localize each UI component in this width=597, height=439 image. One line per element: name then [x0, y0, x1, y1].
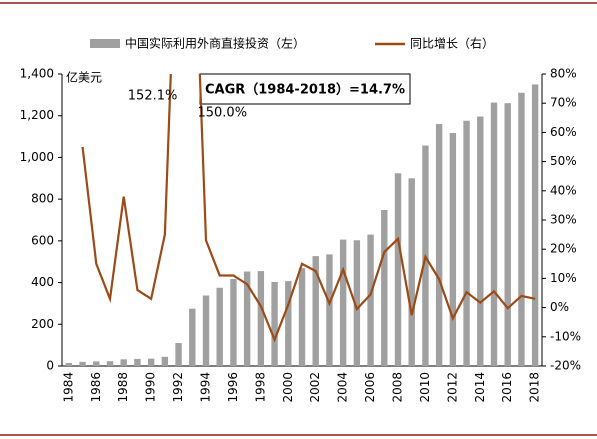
y-tick-label: 1,000 [20, 150, 54, 164]
bar [408, 178, 415, 366]
bar [65, 363, 73, 366]
bar [504, 103, 511, 366]
bar [271, 281, 278, 366]
x-tick-label: 2012 [445, 372, 459, 403]
y2-tick-label: -10% [550, 329, 581, 343]
y-tick-label: 600 [31, 233, 54, 247]
x-tick-label: 1990 [144, 372, 158, 403]
bar [230, 279, 237, 366]
y-axis-unit: 亿美元 [66, 70, 102, 85]
x-tick-label: 2006 [363, 372, 377, 403]
bar [394, 173, 402, 366]
y2-tick-label: 30% [550, 213, 577, 227]
x-tick-label: 2010 [418, 372, 432, 403]
bar [257, 271, 265, 366]
x-tick-label: 1992 [171, 372, 185, 403]
bar [312, 256, 319, 366]
x-tick-label: 2004 [336, 372, 350, 403]
bar [120, 359, 127, 366]
bar [93, 361, 100, 366]
bar [326, 254, 333, 366]
x-tick-label: 2018 [528, 372, 542, 403]
x-tick-label: 1998 [253, 372, 267, 403]
bar [285, 281, 292, 366]
y2-tick-label: -20% [550, 359, 581, 373]
line-group [81, 74, 536, 343]
x-tick-label: 2014 [473, 372, 487, 403]
y-tick-label: 1,200 [20, 108, 54, 122]
data-label: 152.1% [128, 89, 178, 104]
bar [216, 287, 223, 366]
y2-tick-label: 0% [550, 300, 569, 314]
bar [79, 361, 86, 366]
x-tick-label: 2008 [391, 372, 405, 403]
bar [477, 116, 484, 366]
legend-swatch [90, 39, 120, 48]
legend-label: 中国实际利用外商直接投资（左） [125, 36, 305, 51]
bar [147, 358, 155, 366]
bar [490, 102, 498, 367]
annotation: CAGR（1984-2018）=14.7% [205, 82, 405, 98]
bar [134, 358, 141, 366]
bar [189, 308, 196, 366]
y-tick-label: 0 [46, 359, 54, 373]
bar [367, 234, 374, 366]
bar [106, 361, 114, 366]
bar [531, 84, 539, 366]
y2-tick-label: 40% [550, 183, 577, 197]
y-tick-label: 400 [31, 275, 54, 289]
bar [435, 124, 443, 366]
x-tick-label: 1994 [199, 372, 213, 403]
data-label: 150.0% [197, 106, 247, 121]
y2-tick-label: 50% [550, 154, 577, 168]
x-tick-label: 1986 [89, 372, 103, 403]
y-tick-label: 800 [31, 192, 54, 206]
y2-tick-label: 80% [550, 67, 577, 81]
y-tick-label: 200 [31, 317, 54, 331]
bar [463, 120, 470, 366]
bar [339, 239, 347, 366]
x-tick-label: 1996 [226, 372, 240, 403]
y2-tick-label: 70% [550, 96, 577, 110]
bar [161, 356, 169, 366]
growth-line [81, 74, 536, 343]
x-tick-label: 2016 [500, 372, 514, 403]
bar [353, 240, 361, 366]
y2-tick-label: 20% [550, 242, 577, 256]
x-tick-label: 2000 [281, 372, 295, 403]
y-tick-label: 1,400 [20, 67, 54, 81]
x-tick-label: 2002 [308, 372, 322, 403]
bar [243, 271, 251, 366]
bar [449, 133, 457, 366]
y2-tick-label: 60% [550, 125, 577, 139]
bar [518, 92, 525, 367]
x-tick-label: 1988 [116, 372, 130, 403]
bar [202, 295, 210, 366]
x-tick-label: 1984 [61, 372, 75, 403]
y2-tick-label: 10% [550, 271, 577, 285]
legend-label: 同比增长（右） [410, 36, 494, 51]
bar [381, 209, 388, 366]
bar [298, 268, 306, 366]
bar [175, 343, 182, 366]
